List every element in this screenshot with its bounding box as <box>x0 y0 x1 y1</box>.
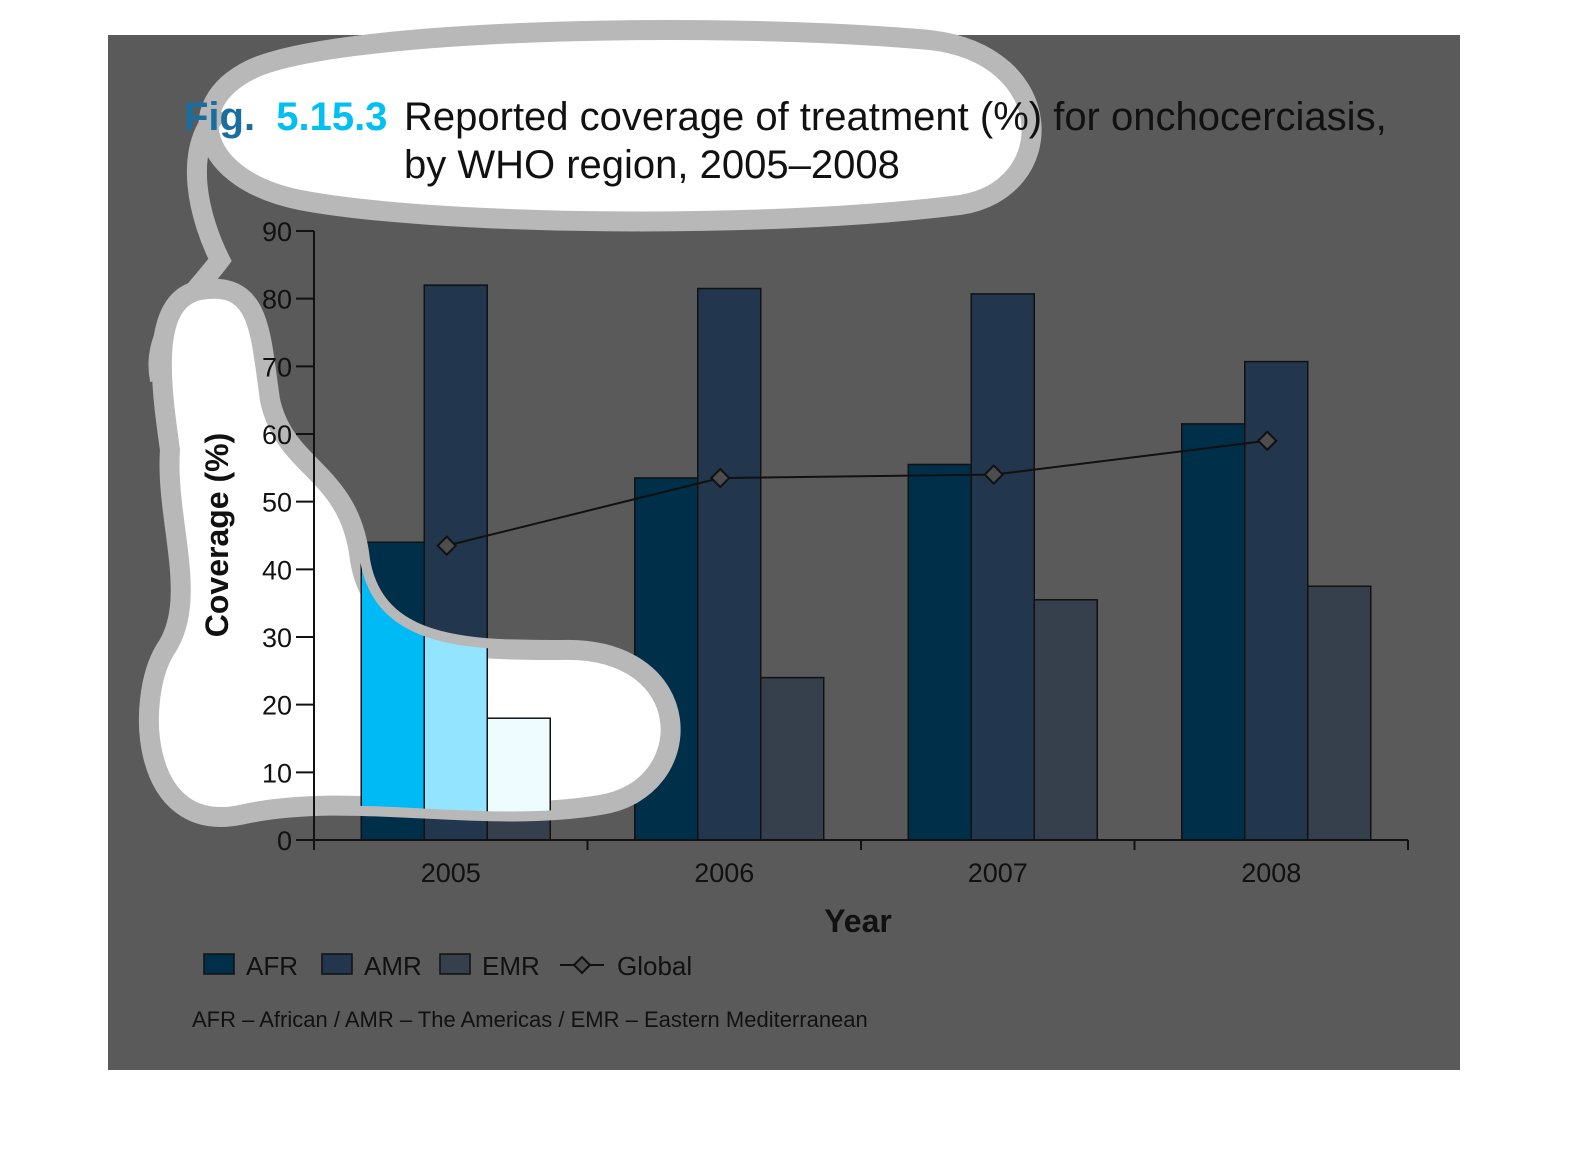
axes: 0 10 20 30 40 50 60 70 80 90 2005 2006 2007 2008 <box>262 217 1409 888</box>
bar-amr-2007 <box>970 293 1035 841</box>
legend-swatch-global-marker <box>572 955 592 975</box>
y-tick-label-60: 60 <box>262 420 292 450</box>
bar-emr-2006 <box>760 676 825 841</box>
chart-title-line-1: Reported coverage of treatment (%) for o… <box>404 95 1387 139</box>
x-axis-title: Year <box>824 903 892 939</box>
global-point-2008 <box>1256 430 1278 452</box>
legend-label-afr: AFR <box>246 951 298 981</box>
figure-label: Fig. 5.15.3 <box>184 95 387 139</box>
x-tick-label-2006: 2006 <box>694 858 754 888</box>
fig-number: 5.15.3 <box>276 95 387 139</box>
legend-swatch-afr <box>203 953 235 975</box>
global-point-2005 <box>436 535 458 557</box>
y-tick-label-90: 90 <box>262 217 292 247</box>
x-tick-label-2005: 2005 <box>421 858 481 888</box>
y-tick-label-40: 40 <box>262 555 292 585</box>
chart-title-line-2: by WHO region, 2005–2008 <box>404 143 900 187</box>
y-tick-label-50: 50 <box>262 488 292 518</box>
y-tick-label-30: 30 <box>262 623 292 653</box>
y-tick-label-10: 10 <box>262 758 292 788</box>
bar-emr-2008 <box>1307 585 1372 841</box>
bar-highlight-blob <box>138 278 681 827</box>
bar-highlight-emr-2005 <box>486 717 551 818</box>
global-series <box>436 430 1278 557</box>
bar-afr-2008 <box>1181 423 1246 841</box>
y-tick-label-20: 20 <box>262 691 292 721</box>
title-highlight-blob <box>198 20 1042 232</box>
global-point-2007 <box>983 464 1005 486</box>
legend-label-amr: AMR <box>364 951 422 981</box>
global-line-path <box>446 439 1268 547</box>
y-axis-title: Coverage (%) <box>199 433 235 638</box>
global-point-2006 <box>709 467 731 489</box>
fig-label: Fig. <box>184 95 255 139</box>
y-tick-label-0: 0 <box>277 826 292 856</box>
bar-afr-2007 <box>907 463 972 841</box>
legend-label-global: Global <box>617 951 692 981</box>
legend-swatch-emr <box>439 953 471 975</box>
x-tick-label-2008: 2008 <box>1241 858 1301 888</box>
bar-amr-2006 <box>697 287 762 841</box>
footnote: AFR – African / AMR – The Americas / EMR… <box>192 1007 868 1032</box>
y-tick-label-70: 70 <box>262 352 292 382</box>
x-tick-label-2007: 2007 <box>968 858 1028 888</box>
legend-label-emr: EMR <box>482 951 540 981</box>
bar-emr-2007 <box>1033 599 1098 841</box>
legend: AFR AMR EMR Global <box>203 951 692 981</box>
legend-swatch-amr <box>321 953 353 975</box>
bar-amr-2008 <box>1244 360 1309 841</box>
y-tick-label-80: 80 <box>262 285 292 315</box>
